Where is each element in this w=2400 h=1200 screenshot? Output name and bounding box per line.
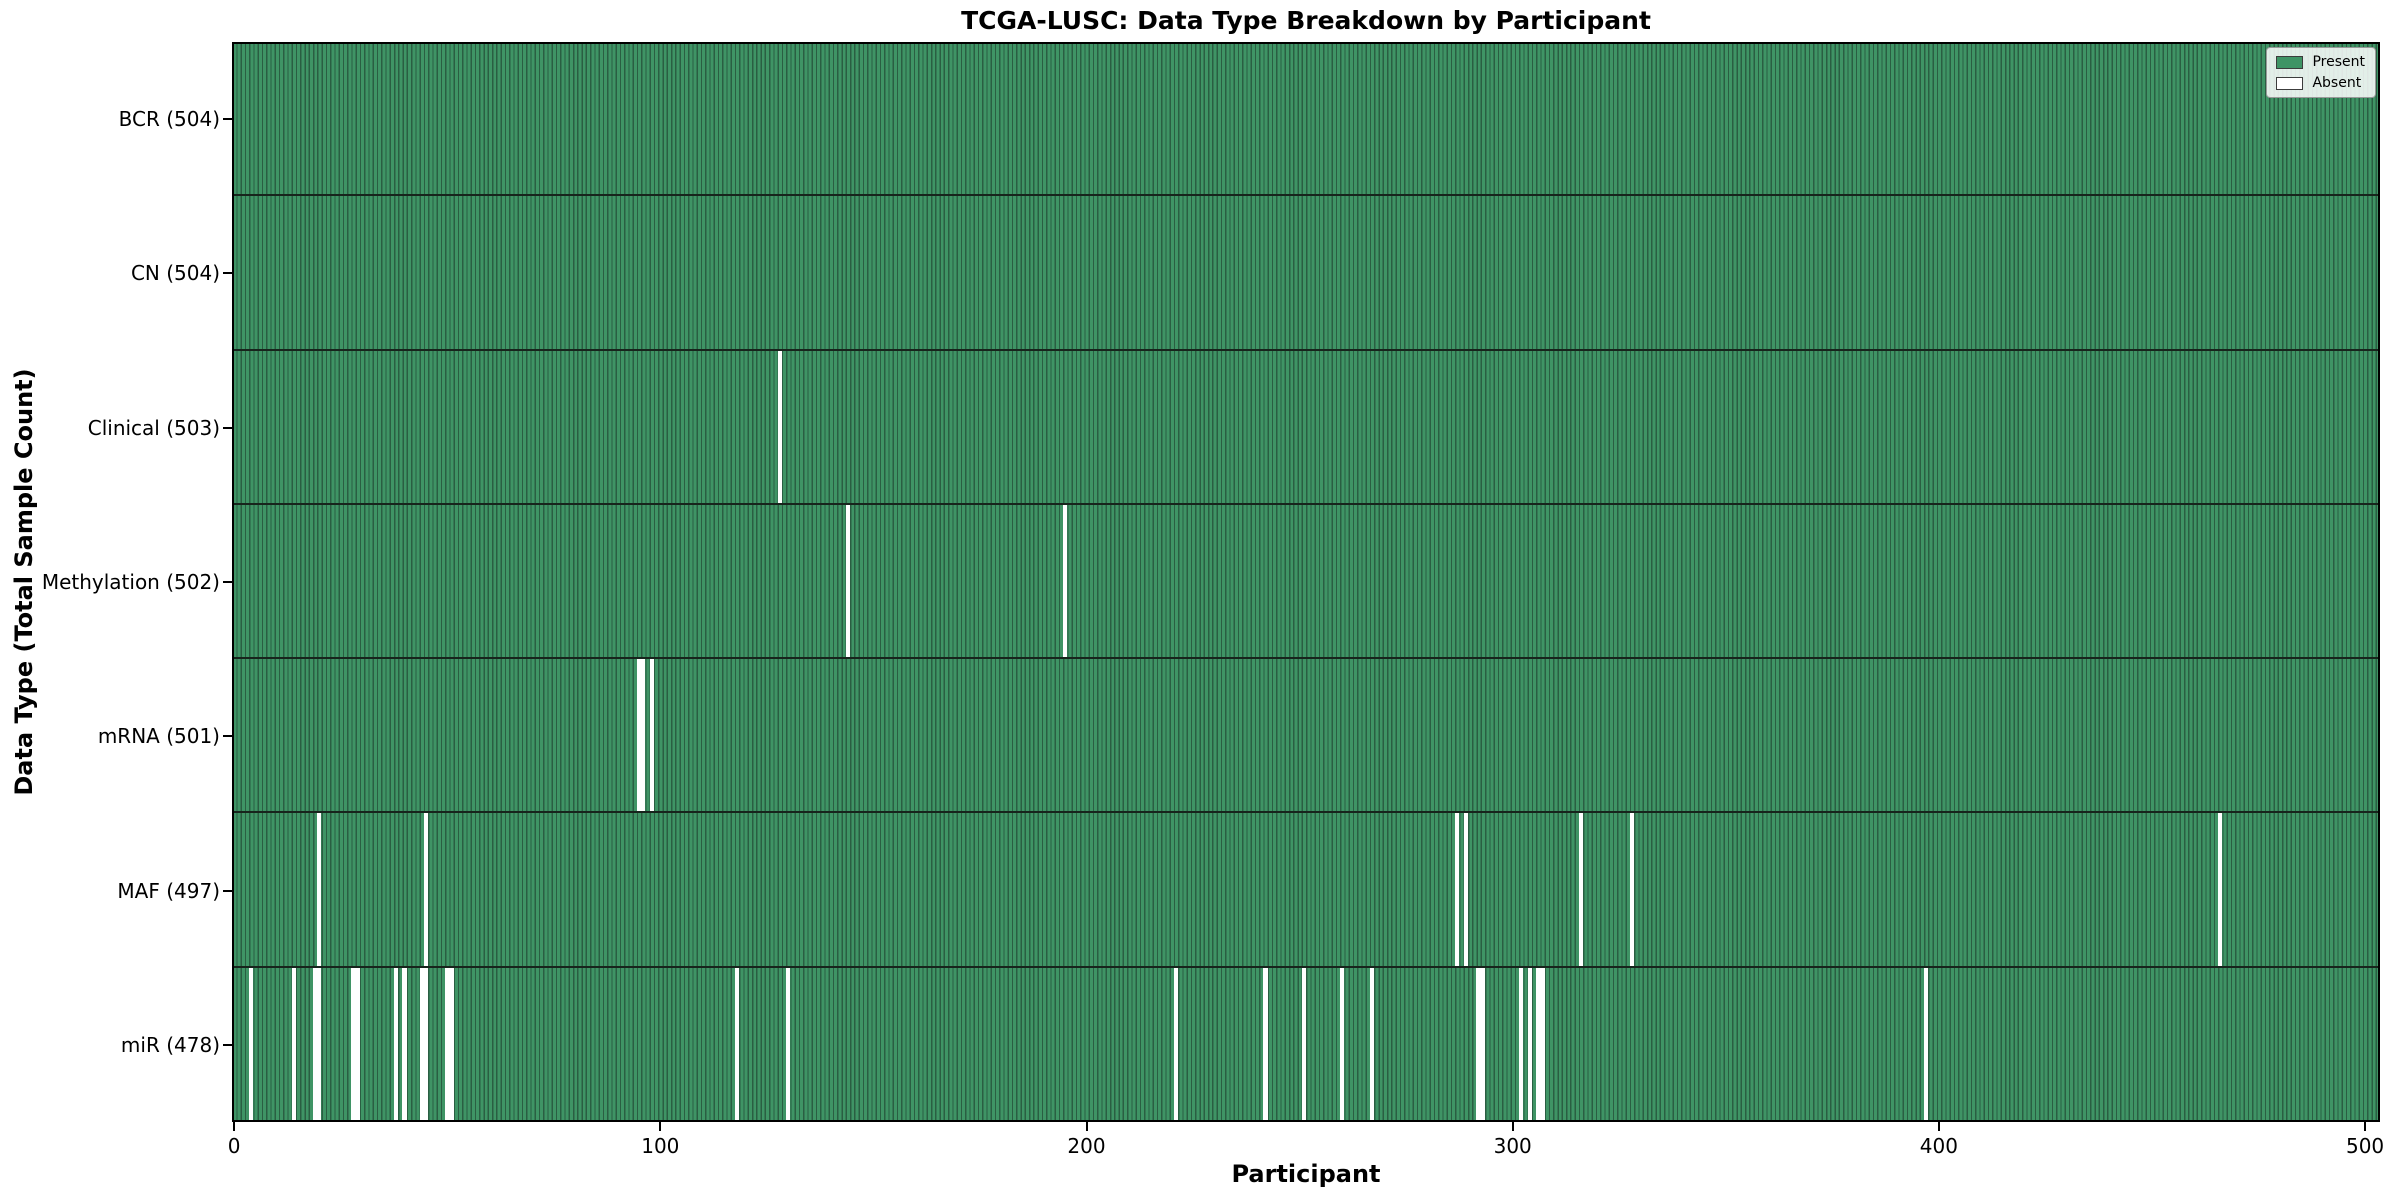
xtick-mark: [2364, 1122, 2367, 1131]
xtick-label: 0: [227, 1134, 241, 1158]
plot-area: Present Absent: [232, 42, 2380, 1122]
ytick-mark: [223, 581, 232, 583]
xtick-mark: [1085, 1122, 1088, 1131]
row-cn: [232, 196, 2380, 351]
legend-item-absent: Absent: [2276, 76, 2365, 90]
row-methylation: [232, 504, 2380, 660]
absent-gap: [1480, 967, 1485, 1122]
ytick-label: CN (504): [130, 261, 220, 286]
absent-gap: [636, 659, 642, 812]
absent-gap: [845, 504, 850, 658]
ytick-mark: [223, 735, 232, 738]
absent-gap: [1540, 967, 1545, 1122]
ytick-label: mRNA (501): [97, 724, 220, 749]
absent-gap: [1923, 967, 1929, 1122]
xtick-label: 200: [1067, 1134, 1106, 1158]
ytick-label: MAF (497): [117, 878, 220, 903]
absent-gap: [1173, 967, 1179, 1122]
absent-gap: [734, 967, 740, 1122]
xtick-label: 500: [2345, 1134, 2385, 1158]
absent-gap: [423, 813, 429, 966]
absent-gap: [649, 659, 654, 812]
absent-gap: [449, 967, 454, 1122]
absent-swatch-icon: [2276, 76, 2304, 90]
absent-gap: [291, 967, 296, 1122]
chart-title: TCGA-LUSC: Data Type Breakdown by Partic…: [961, 6, 1651, 35]
legend: Present Absent: [2266, 47, 2376, 98]
absent-gap: [1519, 967, 1524, 1122]
ytick-label: Clinical (503): [87, 415, 220, 440]
ytick-label: BCR (504): [118, 107, 220, 132]
legend-item-present: Present: [2276, 55, 2365, 69]
absent-gap: [1476, 967, 1481, 1122]
absent-gap: [1463, 813, 1468, 966]
absent-gap: [351, 967, 356, 1122]
ytick-label: miR (478): [120, 1032, 220, 1057]
row-mir: [232, 967, 2380, 1122]
absent-gap: [317, 813, 322, 966]
absent-gap: [2218, 813, 2223, 966]
absent-gap: [317, 967, 322, 1122]
absent-gap: [419, 967, 424, 1122]
absent-gap: [1301, 967, 1306, 1122]
ytick-label: Methylation (502): [41, 570, 220, 594]
xtick-mark: [233, 1122, 236, 1131]
xtick-mark: [659, 1122, 662, 1131]
absent-gap: [641, 659, 646, 812]
xtick-label: 400: [1919, 1134, 1958, 1158]
xtick-label: 300: [1493, 1134, 1532, 1158]
row-mrna: [232, 659, 2380, 814]
absent-gap: [1578, 813, 1583, 966]
xtick-mark: [1937, 1122, 1940, 1131]
absent-gap: [1263, 967, 1268, 1122]
absent-gap: [402, 967, 407, 1122]
absent-gap: [786, 967, 791, 1122]
absent-gap: [777, 350, 782, 503]
absent-gap: [312, 967, 318, 1122]
absent-gap: [1629, 813, 1635, 966]
absent-gap: [423, 967, 429, 1122]
absent-gap: [1527, 967, 1532, 1122]
present-swatch-icon: [2276, 55, 2304, 69]
ytick-mark: [223, 889, 232, 892]
absent-gap: [1340, 967, 1345, 1122]
ytick-mark: [223, 1043, 232, 1046]
row-maf: [232, 813, 2380, 968]
absent-gap: [355, 967, 360, 1122]
absent-gap: [1369, 967, 1375, 1122]
ytick-mark: [223, 272, 232, 275]
absent-gap: [1455, 813, 1460, 966]
row-clinical: [232, 350, 2380, 505]
absent-gap: [1536, 967, 1541, 1122]
absent-gap: [1063, 504, 1068, 658]
ytick-mark: [223, 426, 232, 429]
legend-present-label: Present: [2312, 54, 2365, 70]
xtick-mark: [1511, 1122, 1514, 1131]
xtick-label: 100: [641, 1134, 680, 1158]
absent-gap: [249, 967, 254, 1122]
absent-gap: [393, 967, 399, 1122]
ytick-mark: [223, 118, 232, 121]
x-axis-label: Participant: [1231, 1160, 1381, 1188]
row-bcr: [232, 42, 2380, 197]
legend-absent-label: Absent: [2312, 75, 2362, 91]
absent-gap: [445, 967, 450, 1122]
